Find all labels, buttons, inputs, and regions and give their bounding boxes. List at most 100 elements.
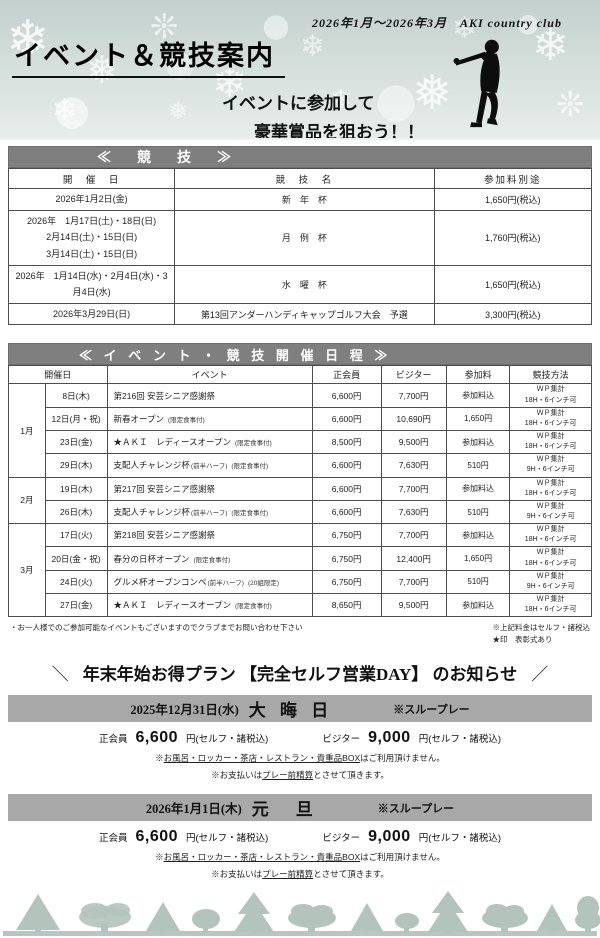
cell-day: 27日(金) (44, 593, 108, 618)
cell-method: ＷＰ集計 9H・6インチ可 (509, 499, 592, 525)
cell-day: 26日(木) (44, 499, 108, 525)
member-price: 6,600 (135, 729, 179, 747)
cell-fee: 参加料込 (445, 430, 511, 455)
visitor-price: 9,000 (368, 828, 411, 846)
visitor-tail: 円(セルフ・諸税込) (418, 833, 502, 845)
col-header-date: 開 催 日 (7, 168, 176, 189)
cell-fee: 510円 (445, 499, 511, 525)
visitor-price: 9,000 (368, 729, 411, 747)
cell-fee: 510円 (445, 569, 511, 595)
footnote-left: ・お一人様でのご参加可能なイベントもございますのでクラブまでお問い合わせ下さい (10, 623, 303, 633)
cell-day: 20日(金・祝) (44, 546, 108, 571)
plan-note-facilities: ※お風呂・ロッカー・茶店・レストラン・貴重品BOXはご利用頂けません。 (155, 753, 445, 764)
cell-method: ＷＰ集計 9H・6インチ可 (509, 453, 592, 478)
member-price: 6,600 (135, 828, 179, 846)
cell-day: 8日(木) (44, 383, 108, 408)
plan-note-payment: ※お支払いはプレー前精算とさせて頂きます。 (211, 869, 389, 880)
cell-date: 2026年3月29日(日) (53, 308, 131, 319)
table-row: 2026年 1月14日(水)・2月4日(水)・3月4日(水) 水 曜 杯 1,6… (7, 264, 593, 304)
col-header-fee: 参加料別途 (433, 168, 593, 189)
visitor-label: ビジター (322, 734, 361, 746)
table-row: 1月 8日(木) 第216回 安芸シニア感謝祭 6,600円 7,700円 参加… (8, 383, 592, 478)
competition-table: 開 催 日 競 技 名 参加料別途 2026年1月2日(金) 新 年 杯 1,6… (7, 168, 593, 326)
cell-member: 6,750円 (311, 546, 382, 571)
cell-visitor: 7,700円 (380, 383, 447, 408)
plan-date: 2026年1月1日(木) (145, 802, 242, 817)
footnote-star-note: ★印 表彰式あり (492, 635, 553, 645)
slogan-line1: イベントに参加して (222, 94, 375, 113)
cell-event: ★ＡＫＩ レディースオープン (限定食事付) (106, 593, 313, 618)
cell-fee: 1,760円(税込) (433, 209, 593, 266)
plan-note-payment: ※お支払いはプレー前精算とさせて頂きます。 (211, 770, 389, 781)
plan-band-gantan: 2026年1月1日(木) 元 旦 ※スループレー (8, 794, 592, 822)
col-header-member: 正会員 (311, 365, 382, 385)
decor-slash-left: ＼ (51, 665, 69, 685)
table-row: 20日(金・祝) 春分の日杯オープン (限定食事付) 6,750円 12,400円… (9, 546, 592, 571)
cell-day: 23日(金) (44, 430, 108, 455)
event-band-title: ≪ イ ベ ン ト ・ 競 技 開 催 日 程 ≫ (8, 343, 592, 366)
cell-visitor: 7,630円 (380, 499, 447, 525)
table-row: 24日(火) グルメ杯オープンコンペ(前半ハーフ) (20組限定) 6,750円 … (9, 569, 592, 595)
table-row: 27日(金) ★ＡＫＩ レディースオープン (限定食事付) 8,650円 9,50… (9, 593, 592, 618)
cell-event: 第216回 安芸シニア感謝祭 (106, 383, 313, 408)
cell-event: 第218回 安芸シニア感謝祭 (106, 523, 313, 548)
competition-band-title: ≪ 競 技 ≫ (8, 146, 592, 168)
member-label: 正会員 (98, 734, 128, 746)
cell-name: 第13回アンダーハンディキャップゴルフ大会 予選 (174, 302, 435, 326)
cell-day: 17日(火) (44, 523, 108, 548)
decor-slash-right: ／ (531, 665, 549, 685)
plan-prices: 正会員 6,600 円(セルフ・諸税込) ビジター 9,000 円(セルフ・諸税… (0, 729, 600, 747)
table-row: 12日(月・祝) 新春オープン (限定食事付) 6,600円 10,690円 1,… (9, 406, 592, 432)
cell-day: 19日(木) (44, 476, 108, 501)
col-header-event: イベント (106, 365, 313, 385)
cell-name: 新 年 杯 (174, 188, 435, 211)
cell-event: 春分の日杯オープン (限定食事付) (106, 546, 313, 571)
cell-fee: 1,650円 (445, 546, 511, 571)
table-row: 3月 17日(火) 第218回 安芸シニア感謝祭 6,750円 7,700円 参… (8, 523, 592, 618)
cell-member: 6,600円 (311, 499, 382, 525)
cell-method: ＷＰ集計 18H・6インチ可 (509, 476, 592, 501)
plan-name: 大 晦 日 (248, 701, 334, 721)
cell-fee: 3,300円(税込) (433, 302, 593, 326)
cell-fee: 参加料込 (445, 593, 511, 618)
cell-fee: 1,650円(税込) (433, 264, 593, 304)
footnote-fee-note: ※上記料金はセルフ・諸税込 (492, 623, 591, 633)
cell-member: 6,600円 (311, 406, 382, 432)
member-tail: 円(セルフ・諸税込) (186, 734, 269, 746)
snowflake-icon (168, 100, 188, 124)
cell-visitor: 12,400円 (380, 546, 447, 571)
table-row: 2月 19日(木) 第217回 安芸シニア感謝祭 6,600円 7,700円 参… (8, 476, 592, 525)
plan-band-oomisoka: 2025年12月31日(水) 大 晦 日 ※スループレー (8, 695, 592, 723)
cell-visitor: 9,500円 (380, 430, 447, 455)
table-footnotes: ・お一人様でのご参加可能なイベントもございますのでクラブまでお問い合わせ下さい … (10, 622, 590, 646)
cell-day: 24日(火) (44, 569, 108, 595)
cell-month: 1月 (8, 383, 46, 478)
col-header-name: 競 技 名 (174, 168, 435, 189)
cell-member: 6,750円 (311, 523, 382, 548)
table-row: 29日(木) 支配人チャレンジ杯(前半ハーフ) (限定食事付) 6,600円 7,… (9, 453, 592, 478)
plan-through: ※スループレー (393, 703, 470, 716)
cell-visitor: 7,700円 (380, 569, 447, 595)
cell-visitor: 7,700円 (380, 476, 447, 501)
cell-day: 12日(月・祝) (44, 406, 108, 432)
cell-event: 第217回 安芸シニア感謝祭 (106, 476, 313, 501)
cell-fee: 参加料込 (445, 476, 511, 501)
selfday-title: ＼ 年末年始お得プラン 【完全セルフ営業DAY】 のお知らせ ／ (0, 660, 600, 685)
cell-member: 6,600円 (311, 383, 382, 408)
cell-date: 2026年1月2日(金) (55, 194, 128, 204)
cell-member: 6,600円 (311, 453, 382, 478)
col-header-visitor: ビジター (380, 365, 447, 385)
cell-fee: 1,650円(税込) (433, 188, 593, 211)
table-row: 23日(金) ★ＡＫＩ レディースオープン (限定食事付) 8,500円 9,50… (9, 430, 592, 455)
cell-date: 2026年 1月14日(水)・2月4日(水)・3月4日(水) (15, 270, 168, 298)
member-label: 正会員 (98, 833, 128, 845)
cell-member: 6,750円 (311, 569, 382, 595)
slogan-line2: 豪華賞品を狙おう！！ (254, 122, 424, 140)
footnote-right: ※上記料金はセルフ・諸税込 ★印 表彰式あり (493, 622, 591, 646)
cell-method: ＷＰ集計 18H・6インチ可 (509, 523, 592, 548)
col-header-method: 競技方法 (509, 365, 592, 385)
cell-method: ＷＰ集計 18H・6インチ可 (509, 430, 592, 455)
cell-visitor: 9,500円 (380, 593, 447, 618)
table-header-row: 開 催 日 競 技 名 参加料別途 (7, 168, 593, 189)
cell-fee: 参加料込 (445, 383, 511, 408)
